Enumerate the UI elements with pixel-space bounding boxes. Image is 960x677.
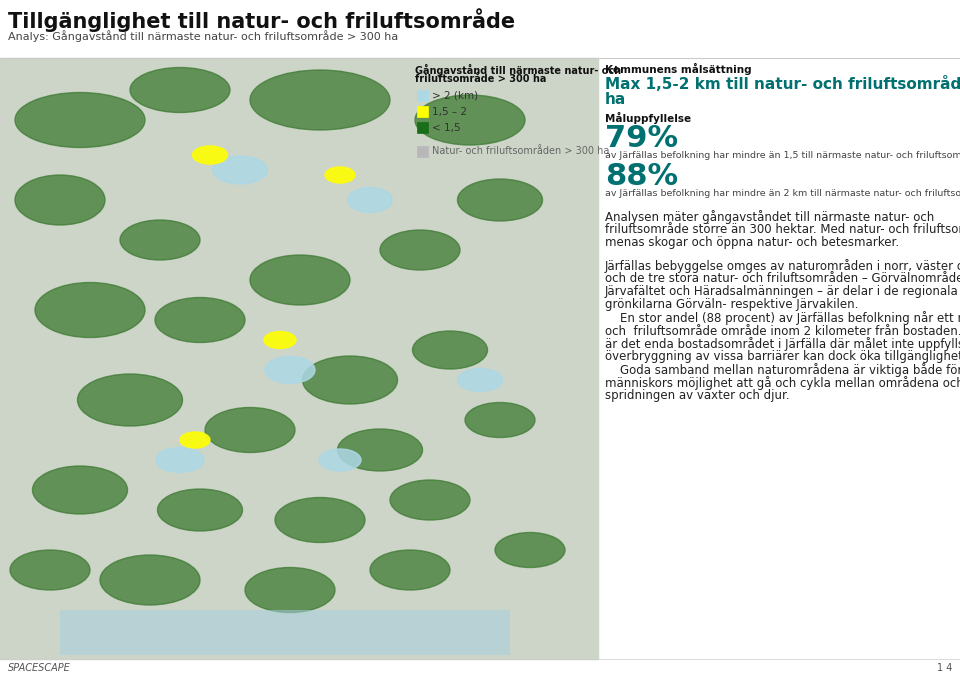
Text: friluftsområde > 300 ha: friluftsområde > 300 ha: [415, 74, 546, 84]
Text: SPACESCAPE: SPACESCAPE: [8, 663, 71, 673]
Ellipse shape: [156, 447, 204, 473]
Ellipse shape: [33, 466, 128, 514]
Ellipse shape: [155, 297, 245, 343]
Text: Järfällas bebyggelse omges av naturområden i norr, väster och öster: Järfällas bebyggelse omges av naturområd…: [605, 259, 960, 273]
Text: grönkilarna Görväln- respektive Järvakilen.: grönkilarna Görväln- respektive Järvakil…: [605, 298, 858, 311]
Text: 79%: 79%: [605, 124, 678, 153]
Ellipse shape: [495, 533, 565, 567]
Text: Tillgänglighet till natur- och friluftsområde: Tillgänglighet till natur- och friluftso…: [8, 8, 516, 32]
Text: 88%: 88%: [605, 162, 678, 191]
Ellipse shape: [193, 146, 228, 164]
Text: En stor andel (88 procent) av Järfällas befolkning når ett natur-: En stor andel (88 procent) av Järfällas …: [605, 311, 960, 325]
Ellipse shape: [390, 480, 470, 520]
Ellipse shape: [458, 179, 542, 221]
Text: är det enda bostadsområdet i Järfälla där målet inte uppfylls. En: är det enda bostadsområdet i Järfälla dä…: [605, 337, 960, 351]
Text: och de tre stora natur- och friluftsområden – Görvälnområdet,: och de tre stora natur- och friluftsområ…: [605, 272, 960, 285]
Text: Järvafältet och Häradsalmänningen – är delar i de regionala: Järvafältet och Häradsalmänningen – är d…: [605, 285, 959, 298]
Ellipse shape: [35, 282, 145, 338]
Ellipse shape: [458, 368, 502, 391]
Ellipse shape: [157, 489, 243, 531]
Bar: [417, 106, 428, 117]
Text: menas skogar och öppna natur- och betesmarker.: menas skogar och öppna natur- och betesm…: [605, 236, 900, 249]
Ellipse shape: [78, 374, 182, 426]
Ellipse shape: [205, 408, 295, 452]
Ellipse shape: [130, 68, 230, 112]
Ellipse shape: [120, 220, 200, 260]
Ellipse shape: [250, 255, 350, 305]
Ellipse shape: [212, 156, 268, 184]
Text: av Järfällas befolkning har mindre än 2 km till närmaste natur- och friluftsområ: av Järfällas befolkning har mindre än 2 …: [605, 188, 960, 198]
Bar: [417, 146, 428, 157]
Text: 1,5 – 2: 1,5 – 2: [432, 106, 467, 116]
Ellipse shape: [245, 567, 335, 613]
Text: överbryggning av vissa barriärer kan dock öka tillgängligheter.: överbryggning av vissa barriärer kan doc…: [605, 350, 960, 363]
Ellipse shape: [415, 95, 525, 145]
Ellipse shape: [370, 550, 450, 590]
Text: ha: ha: [605, 92, 626, 107]
Text: och  friluftsområde område inom 2 kilometer från bostaden. Skälby: och friluftsområde område inom 2 kilomet…: [605, 324, 960, 338]
Ellipse shape: [338, 429, 422, 471]
Text: Gångavstånd till närmaste natur- och: Gångavstånd till närmaste natur- och: [415, 64, 621, 76]
Ellipse shape: [10, 550, 90, 590]
Ellipse shape: [264, 332, 296, 349]
Ellipse shape: [100, 555, 200, 605]
Text: Goda samband mellan naturområdena är viktiga både för: Goda samband mellan naturområdena är vik…: [605, 363, 960, 377]
Text: Max 1,5-2 km till natur- och friluftsområde, helst > 300: Max 1,5-2 km till natur- och friluftsomr…: [605, 76, 960, 92]
Ellipse shape: [348, 188, 393, 213]
Text: spridningen av växter och djur.: spridningen av växter och djur.: [605, 389, 790, 402]
Ellipse shape: [250, 70, 390, 130]
Ellipse shape: [15, 175, 105, 225]
Bar: [0, 58, 598, 659]
Ellipse shape: [413, 331, 488, 369]
Text: Kommunens målsättning: Kommunens målsättning: [605, 63, 752, 75]
Text: Analys: Gångavstånd till närmaste natur- och friluftsområde > 300 ha: Analys: Gångavstånd till närmaste natur-…: [8, 30, 398, 42]
FancyBboxPatch shape: [60, 610, 510, 655]
Text: < 1,5: < 1,5: [432, 123, 461, 133]
Text: människors möjlighet att gå och cykla mellan områdena och för: människors möjlighet att gå och cykla me…: [605, 376, 960, 390]
Ellipse shape: [380, 230, 460, 270]
Bar: [417, 90, 428, 101]
Ellipse shape: [465, 403, 535, 437]
Text: friluftsområde större än 300 hektar. Med natur- och friluftsområden: friluftsområde större än 300 hektar. Med…: [605, 223, 960, 236]
Text: av Järfällas befolkning har mindre än 1,5 till närmaste natur- och friluftsområd: av Järfällas befolkning har mindre än 1,…: [605, 150, 960, 160]
Ellipse shape: [302, 356, 397, 404]
Ellipse shape: [15, 93, 145, 148]
Ellipse shape: [325, 167, 355, 183]
Ellipse shape: [180, 432, 210, 448]
Text: Natur- och friluftsområden > 300 ha: Natur- och friluftsområden > 300 ha: [432, 146, 610, 156]
Text: 1 4: 1 4: [937, 663, 952, 673]
Ellipse shape: [319, 449, 361, 471]
Bar: [417, 122, 428, 133]
Ellipse shape: [265, 357, 315, 383]
Ellipse shape: [275, 498, 365, 542]
Text: Analysen mäter gångavståndet till närmaste natur- och: Analysen mäter gångavståndet till närmas…: [605, 210, 934, 224]
Text: Måluppfyllelse: Måluppfyllelse: [605, 112, 691, 124]
Text: > 2 (km): > 2 (km): [432, 91, 478, 100]
